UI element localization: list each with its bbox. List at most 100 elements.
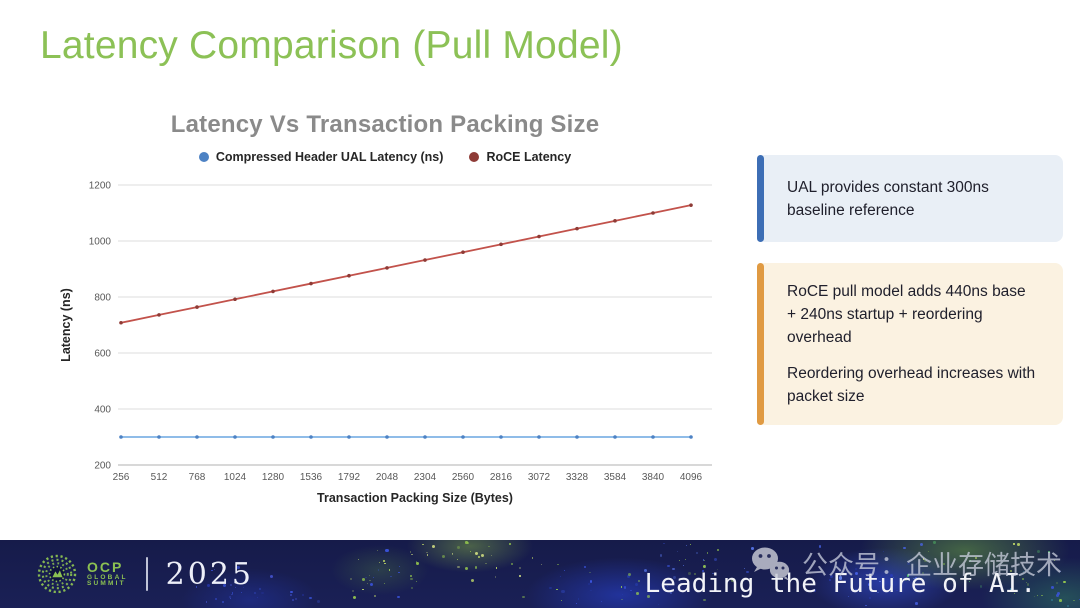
particle-dot	[352, 589, 355, 592]
legend-label-ual: Compressed Header UAL Latency (ns)	[215, 150, 444, 164]
particle-dot	[659, 554, 663, 557]
particle-dot	[396, 595, 400, 599]
particle-dot	[474, 552, 478, 555]
particle-dot	[422, 543, 424, 546]
particle-dot	[620, 585, 623, 588]
particle-dot	[367, 582, 368, 584]
data-point	[651, 211, 655, 215]
particle-dot	[480, 553, 485, 557]
particle-dot	[488, 545, 490, 548]
x-tick-label: 2560	[452, 472, 475, 483]
particle-dot	[590, 589, 592, 592]
ocp-wordmark: OCP GLOBAL SUMMIT	[87, 560, 128, 588]
particle-dot	[1079, 599, 1080, 600]
particle-dot	[713, 558, 717, 562]
particle-dot	[519, 566, 522, 569]
particle-dot	[1023, 571, 1024, 572]
particle-dot	[907, 561, 910, 565]
legend-dot-roce-icon	[469, 152, 480, 162]
particle-dot	[259, 588, 261, 590]
legend-dot-ual-icon	[198, 152, 209, 162]
data-point	[157, 313, 161, 317]
particle-dot	[560, 576, 562, 577]
footer-banner: OCP GLOBAL SUMMIT 2025 Leading the Futur…	[0, 540, 1080, 608]
particle-dot	[688, 572, 691, 575]
watermark: 公众号：企业存储技术	[745, 544, 1062, 582]
particle-dot	[1010, 570, 1012, 572]
particle-dot	[378, 561, 381, 563]
particle-dot	[584, 566, 586, 569]
particle-dot	[907, 574, 910, 577]
callout-roce-text-1: RoCE pull model adds 440ns base + 240ns …	[787, 283, 1026, 346]
particle-dot	[679, 560, 681, 562]
data-point	[689, 203, 693, 207]
data-point	[651, 435, 655, 439]
particle-dot	[229, 597, 232, 600]
particle-dot	[669, 591, 672, 595]
particle-dot	[490, 554, 492, 556]
particle-dot	[717, 569, 719, 571]
particle-dot	[410, 551, 412, 553]
particle-dot	[1055, 582, 1058, 585]
particle-dot	[829, 579, 831, 581]
particle-dot	[1009, 588, 1013, 591]
particle-dot	[913, 577, 915, 580]
particle-dot	[510, 562, 513, 565]
particle-dot	[350, 577, 353, 580]
particle-dot	[522, 595, 525, 599]
particle-dot	[485, 562, 487, 565]
particle-dot	[903, 546, 906, 550]
particle-dot	[457, 565, 460, 569]
particle-dot	[373, 577, 374, 579]
particle-dot	[854, 567, 858, 571]
particle-dot	[362, 588, 364, 591]
particle-dot	[1022, 578, 1024, 580]
x-tick-label: 3840	[642, 472, 665, 483]
particle-dot	[1053, 559, 1055, 561]
particle-dot	[467, 542, 470, 544]
particle-dot	[704, 565, 707, 568]
particle-dot	[921, 572, 924, 575]
particle-dot	[415, 561, 418, 563]
particle-dot	[229, 596, 231, 598]
data-point	[347, 273, 351, 278]
footer-tagline: Leading the Future of AI.	[644, 569, 1036, 599]
particle-dot	[627, 572, 632, 577]
particle-dot	[672, 567, 676, 571]
particle-dot	[213, 568, 216, 571]
data-point	[613, 219, 617, 223]
particle-dot	[236, 565, 240, 569]
particle-dot	[1033, 595, 1036, 598]
particle-dot	[222, 601, 224, 604]
data-point	[119, 435, 123, 439]
particle-dot	[1055, 593, 1059, 597]
particle-dot	[302, 593, 305, 596]
callout-ual-text: UAL provides constant 300ns baseline ref…	[787, 179, 989, 219]
data-point	[195, 435, 199, 439]
x-tick-label: 1024	[224, 472, 247, 483]
ocp-org-label: OCP	[87, 558, 124, 575]
particle-dot	[689, 543, 691, 545]
particle-dot	[292, 598, 295, 601]
particle-dot	[637, 579, 640, 582]
particle-dot	[589, 580, 592, 583]
particle-dot	[914, 576, 917, 579]
particle-dot	[416, 561, 419, 565]
x-tick-label: 1280	[262, 472, 285, 483]
particle-dot	[1041, 594, 1043, 597]
particle-dot	[1027, 587, 1029, 589]
particle-dot	[889, 574, 893, 578]
particle-dot	[369, 580, 371, 582]
particle-dot	[390, 575, 392, 578]
particle-dot	[1056, 592, 1060, 596]
particle-dot	[843, 579, 846, 582]
particle-dot	[1063, 580, 1066, 583]
particle-dot	[854, 571, 858, 575]
particle-dot	[549, 586, 552, 590]
particle-dot	[647, 595, 650, 598]
x-tick-label: 3072	[528, 472, 551, 483]
particle-dot	[712, 572, 714, 575]
data-point	[385, 435, 389, 439]
particle-dot	[1037, 595, 1039, 597]
data-point	[233, 297, 237, 302]
